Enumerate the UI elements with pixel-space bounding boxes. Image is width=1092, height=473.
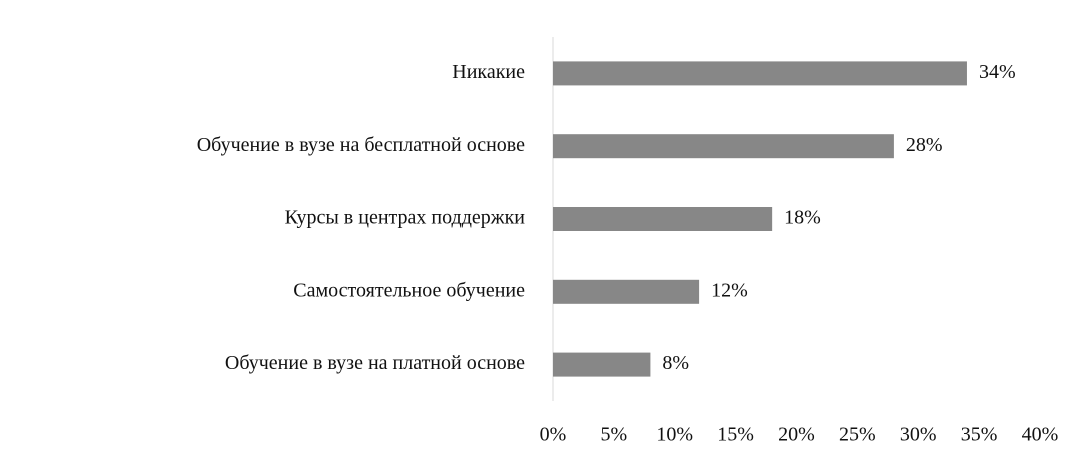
bar	[553, 207, 773, 231]
x-tick-label: 15%	[717, 424, 754, 446]
bar	[553, 61, 967, 86]
y-tick-label: Курсы в центрах поддержки	[285, 207, 526, 229]
value-label: 8%	[662, 352, 689, 374]
value-label: 28%	[906, 134, 943, 156]
x-tick-label: 30%	[900, 424, 937, 446]
value-label: 12%	[711, 279, 748, 301]
y-tick-label: Обучение в вузе на платной основе	[225, 352, 525, 374]
y-tick-label: Обучение в вузе на бесплатной основе	[197, 134, 525, 156]
bar	[553, 279, 700, 304]
y-tick-label: Никакие	[452, 61, 525, 83]
x-tick-label: 25%	[839, 424, 876, 446]
y-tick-label: Самостоятельное обучение	[293, 279, 525, 301]
x-tick-label: 0%	[540, 424, 567, 446]
value-label: 18%	[784, 207, 821, 229]
value-label: 34%	[979, 61, 1016, 83]
x-tick-label: 35%	[961, 424, 998, 446]
x-tick-label: 40%	[1022, 424, 1059, 446]
bar	[553, 352, 651, 377]
bar	[553, 134, 894, 159]
x-tick-label: 20%	[778, 424, 815, 446]
x-tick-label: 5%	[601, 424, 628, 446]
x-tick-label: 10%	[656, 424, 693, 446]
